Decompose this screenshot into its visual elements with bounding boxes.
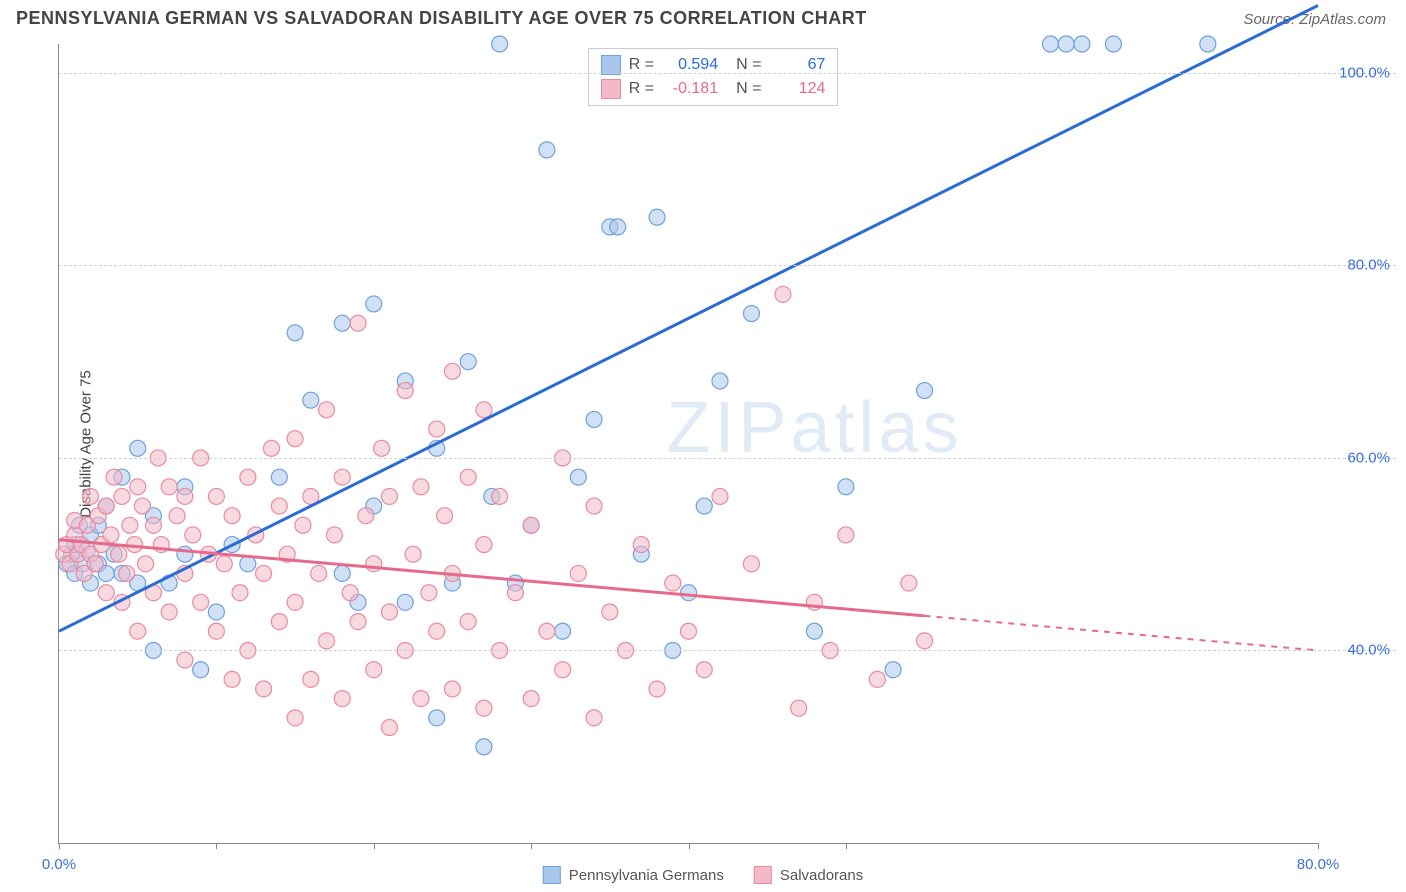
source-attribution: Source: ZipAtlas.com — [1243, 11, 1386, 28]
correlation-stats-box: R = 0.594 N = 67 R = -0.181 N = 124 — [588, 48, 839, 106]
n-value-salvadoran: 124 — [769, 77, 825, 101]
y-tick-label: 80.0% — [1347, 257, 1390, 274]
y-tick-label: 100.0% — [1339, 64, 1390, 81]
scatter-svg — [59, 44, 1318, 843]
legend-item-salvadoran: Salvadorans — [754, 866, 863, 884]
x-tick-label: 0.0% — [42, 856, 76, 873]
x-tick-label: 80.0% — [1297, 856, 1340, 873]
chart-header: PENNSYLVANIA GERMAN VS SALVADORAN DISABI… — [0, 0, 1406, 33]
swatch-salvadoran — [601, 79, 621, 99]
chart-area: Disability Age Over 75 ZIPatlas R = 0.59… — [36, 44, 1396, 844]
legend-item-pennsylvania: Pennsylvania Germans — [543, 866, 724, 884]
legend: Pennsylvania Germans Salvadorans — [543, 866, 863, 884]
swatch-salvadoran — [754, 866, 772, 884]
chart-title: PENNSYLVANIA GERMAN VS SALVADORAN DISABI… — [16, 8, 867, 29]
legend-label: Salvadorans — [780, 867, 863, 884]
plot-region: ZIPatlas R = 0.594 N = 67 R = -0.181 N =… — [58, 44, 1318, 844]
y-tick-label: 60.0% — [1347, 449, 1390, 466]
stats-row-salvadoran: R = -0.181 N = 124 — [601, 77, 826, 101]
n-label: N = — [736, 77, 761, 101]
y-tick-label: 40.0% — [1347, 642, 1390, 659]
r-value-salvadoran: -0.181 — [662, 77, 718, 101]
r-label: R = — [629, 77, 654, 101]
legend-label: Pennsylvania Germans — [569, 867, 724, 884]
swatch-pennsylvania — [543, 866, 561, 884]
